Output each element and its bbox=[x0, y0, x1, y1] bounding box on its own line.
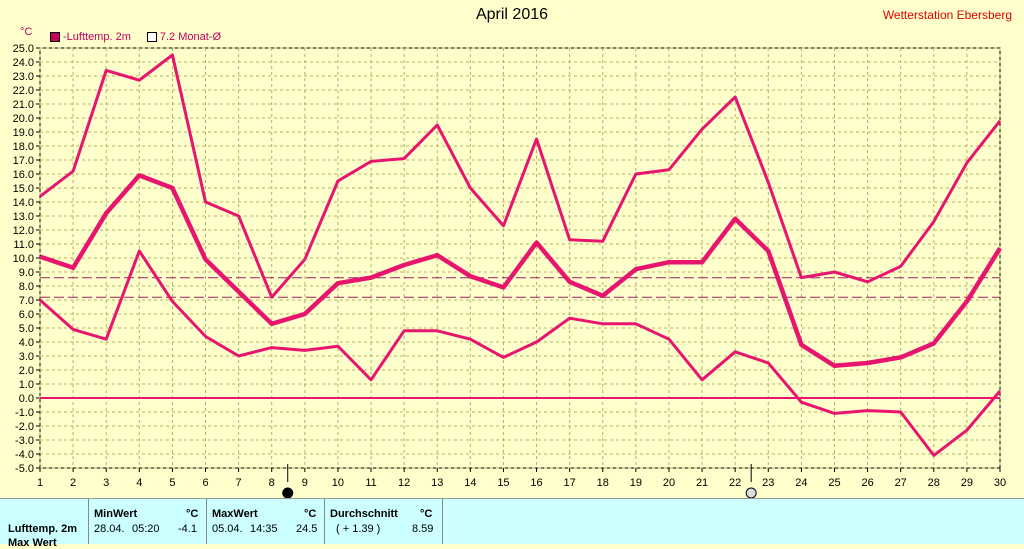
y-tick-label: 10.0 bbox=[13, 253, 34, 265]
y-tick-label: -5.0 bbox=[15, 463, 34, 475]
new-moon-icon bbox=[282, 487, 294, 498]
stats-separator bbox=[88, 499, 89, 544]
y-tick-label: 4.0 bbox=[19, 337, 34, 349]
y-tick-label: 24.0 bbox=[13, 57, 34, 69]
x-tick-label: 3 bbox=[103, 477, 109, 489]
y-tick-label: 16.0 bbox=[13, 169, 34, 181]
y-tick-label: 20.0 bbox=[13, 113, 34, 125]
avg-header: Durchschnitt bbox=[330, 508, 398, 520]
y-tick-label: 1.0 bbox=[19, 379, 34, 391]
x-tick-label: 17 bbox=[564, 477, 576, 489]
x-tick-label: 23 bbox=[762, 477, 774, 489]
x-tick-label: 9 bbox=[302, 477, 308, 489]
x-tick-label: 8 bbox=[269, 477, 275, 489]
y-tick-label: 8.0 bbox=[19, 281, 34, 293]
min-time: 05:20 bbox=[132, 523, 160, 535]
y-tick-label: 9.0 bbox=[19, 267, 34, 279]
y-tick-label: 5.0 bbox=[19, 323, 34, 335]
min-value: -4.1 bbox=[178, 523, 197, 535]
series-line-mean bbox=[39, 173, 1002, 369]
full-moon-icon bbox=[745, 487, 757, 498]
max-header: MaxWert bbox=[212, 508, 258, 520]
y-tick-label: -4.0 bbox=[15, 449, 34, 461]
chart-title: April 2016 bbox=[475, 6, 549, 23]
stats-separator bbox=[442, 499, 443, 544]
legend-label-monthly-mean: 7.2 Monat-Ø bbox=[159, 31, 221, 43]
legend-swatch-empty bbox=[146, 32, 157, 42]
x-tick-label: 27 bbox=[895, 477, 907, 489]
legend-item-air-temp: -Lufttemp. 2m bbox=[50, 31, 131, 43]
avg-diff: ( + 1.39 ) bbox=[336, 523, 381, 535]
y-tick-label: 18.0 bbox=[13, 141, 34, 153]
x-tick-label: 12 bbox=[398, 477, 410, 489]
x-tick-label: 22 bbox=[729, 477, 741, 489]
legend-label-air-temp: -Lufttemp. 2m bbox=[63, 31, 131, 43]
legend-item-monthly-mean: 7.2 Monat-Ø bbox=[146, 31, 221, 43]
x-tick-label: 28 bbox=[928, 477, 940, 489]
x-tick-label: 5 bbox=[169, 477, 175, 489]
x-tick-label: 21 bbox=[696, 477, 708, 489]
legend: -Lufttemp. 2m 7.2 Monat-Ø bbox=[50, 31, 221, 43]
x-tick-label: 13 bbox=[431, 477, 443, 489]
x-tick-label: 2 bbox=[70, 477, 76, 489]
x-tick-label: 20 bbox=[663, 477, 675, 489]
y-tick-label: 13.0 bbox=[13, 211, 34, 223]
x-tick-label: 1 bbox=[37, 477, 43, 489]
x-tick-label: 26 bbox=[861, 477, 873, 489]
y-tick-label: -1.0 bbox=[15, 407, 34, 419]
x-tick-label: 7 bbox=[236, 477, 242, 489]
x-tick-label: 24 bbox=[795, 477, 807, 489]
x-tick-label: 14 bbox=[464, 477, 476, 489]
max-unit: °C bbox=[304, 508, 317, 520]
y-tick-label: 12.0 bbox=[13, 225, 34, 237]
y-tick-label: 3.0 bbox=[19, 351, 34, 363]
x-tick-label: 29 bbox=[961, 477, 973, 489]
stats-row-label-2: Max Wert bbox=[8, 537, 57, 549]
min-date: 28.04. bbox=[94, 523, 125, 535]
station-name: Wetterstation Ebersberg bbox=[882, 8, 1012, 22]
max-value: 24.5 bbox=[296, 523, 318, 535]
x-tick-label: 16 bbox=[530, 477, 542, 489]
x-tick-label: 4 bbox=[136, 477, 142, 489]
y-tick-label: 19.0 bbox=[13, 127, 34, 139]
y-tick-label: 6.0 bbox=[19, 309, 34, 321]
x-tick-label: 25 bbox=[828, 477, 840, 489]
x-tick-label: 10 bbox=[332, 477, 344, 489]
x-tick-label: 30 bbox=[994, 477, 1006, 489]
y-tick-label: 25.0 bbox=[13, 43, 34, 55]
avg-unit: °C bbox=[420, 508, 433, 520]
y-tick-label: 11.0 bbox=[13, 239, 34, 251]
y-tick-label: 21.0 bbox=[13, 99, 34, 111]
y-tick-label: 0.0 bbox=[19, 393, 34, 405]
max-time: 14:35 bbox=[250, 523, 278, 535]
x-tick-label: 11 bbox=[365, 477, 376, 489]
legend-swatch-filled bbox=[50, 32, 60, 42]
y-tick-label: 15.0 bbox=[13, 183, 34, 195]
temperature-chart: 25.024.023.022.021.020.019.018.017.016.0… bbox=[13, 43, 1006, 498]
y-tick-label: 23.0 bbox=[13, 71, 34, 83]
y-axis-unit: °C bbox=[20, 26, 33, 38]
y-tick-label: 17.0 bbox=[13, 155, 34, 167]
avg-value: 8.59 bbox=[412, 523, 434, 535]
stats-row-label: Lufttemp. 2m bbox=[8, 523, 78, 535]
y-tick-label: -2.0 bbox=[15, 421, 34, 433]
y-tick-label: 2.0 bbox=[19, 365, 34, 377]
x-tick-label: 6 bbox=[202, 477, 208, 489]
stats-separator bbox=[324, 499, 325, 544]
x-tick-label: 19 bbox=[630, 477, 642, 489]
stats-panel: Lufttemp. 2m Max Wert MinWert °C 28.04. … bbox=[0, 498, 1024, 549]
min-unit: °C bbox=[186, 508, 199, 520]
y-tick-label: -3.0 bbox=[15, 435, 34, 447]
max-date: 05.04. bbox=[212, 523, 243, 535]
y-tick-label: 7.0 bbox=[19, 295, 34, 307]
min-header: MinWert bbox=[94, 508, 138, 520]
series-line-max bbox=[39, 53, 1002, 299]
y-tick-label: 22.0 bbox=[13, 85, 34, 97]
stats-separator bbox=[206, 499, 207, 544]
x-tick-label: 15 bbox=[497, 477, 509, 489]
y-tick-label: 14.0 bbox=[13, 197, 34, 209]
series-line-min bbox=[39, 249, 1002, 457]
x-tick-label: 18 bbox=[597, 477, 609, 489]
